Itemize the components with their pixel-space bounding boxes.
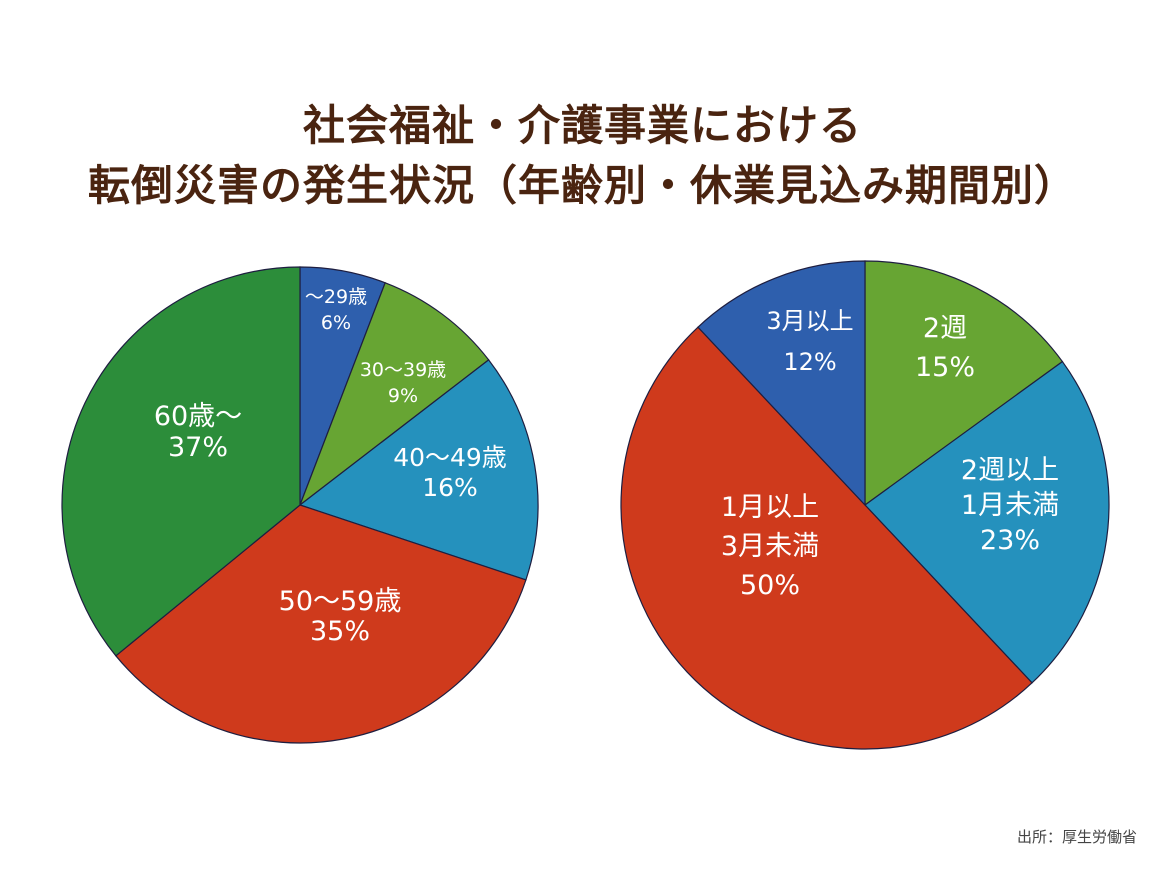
pie-1-slice-3-label: 3月以上 12% bbox=[766, 307, 853, 376]
pie-0-slice-1-label: 30～39歳 9% bbox=[360, 359, 446, 407]
pie-1-slice-2 bbox=[620, 326, 1033, 750]
pie-1-slice-0 bbox=[864, 260, 1064, 507]
pie-0-slice-2 bbox=[298, 359, 539, 581]
pie-0-slice-3-label: 50～59歳 35% bbox=[279, 586, 402, 647]
pie-1-slice-2-label: 1月以上 3月未満 50% bbox=[721, 492, 819, 601]
age-pie-chart: ～29歳 6% 30～39歳 9% 40～49歳 16% 50～59歳 35% 60歳～ 37% bbox=[61, 266, 539, 744]
pie-1-slice-1-label: 2週以上 1月未満 23% bbox=[961, 455, 1059, 556]
pie-0-slice-3 bbox=[115, 504, 527, 744]
pie-0-slice-4-label: 60歳～ 37% bbox=[154, 401, 242, 463]
chart-title-line-1: 社会福祉・介護事業における bbox=[302, 101, 862, 150]
leave-period-pie-chart: 2週 15% 2週以上 1月未満 23% 1月以上 3月未満 50% 3月以上 12% bbox=[620, 260, 1110, 750]
pie-1-slice-3 bbox=[697, 260, 866, 507]
pie-1-slice-1 bbox=[864, 360, 1110, 684]
pie-0-slice-0-label: ～29歳 6% bbox=[305, 286, 367, 334]
pie-1-slice-0-label: 2週 15% bbox=[915, 313, 975, 383]
pie-0-slice-4 bbox=[61, 266, 301, 657]
pie-0-slice-2-label: 40～49歳 16% bbox=[393, 443, 507, 502]
pie-0-slice-1 bbox=[298, 281, 490, 507]
chart-title-line-2: 転倒災害の発生状況（年齢別・休業見込み期間別） bbox=[87, 161, 1077, 210]
source-note: 出所：厚生労働省 bbox=[1016, 828, 1137, 846]
